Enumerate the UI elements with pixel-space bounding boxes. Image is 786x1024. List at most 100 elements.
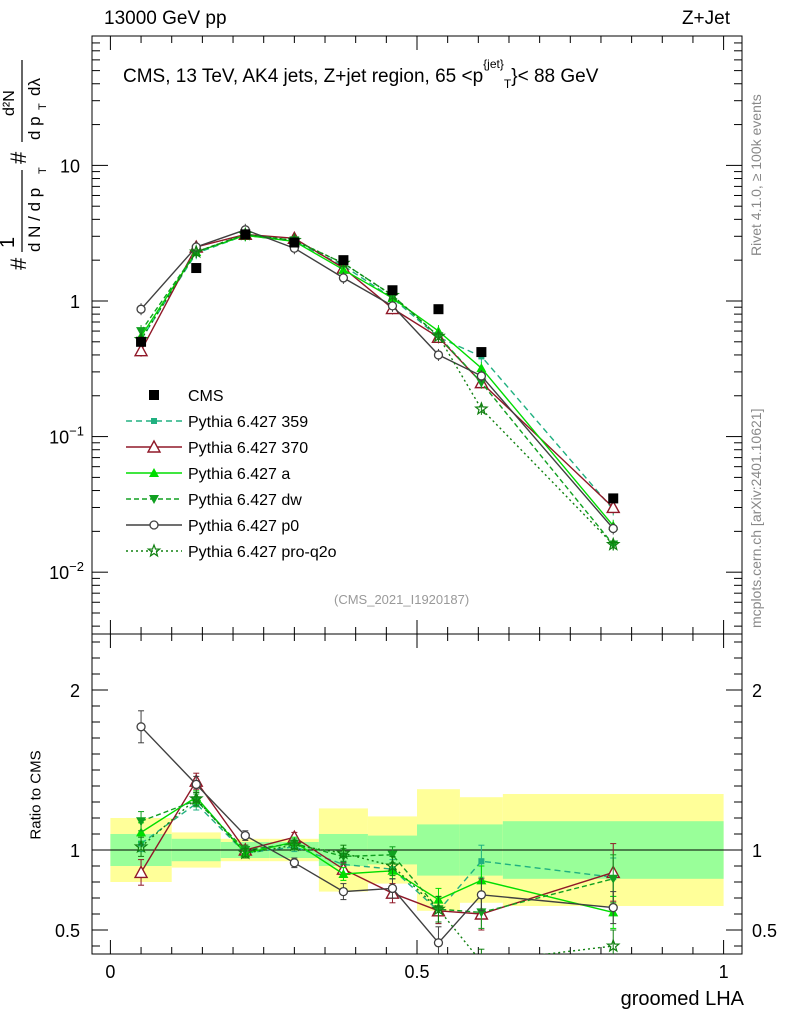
- point-cms: [289, 237, 300, 248]
- point-cms: [476, 347, 487, 358]
- point-pq2o: [431, 328, 446, 343]
- point-cms: [191, 263, 202, 274]
- point-pp0: [608, 523, 618, 534]
- legend-label-p370: Pythia 6.427 370: [188, 440, 308, 457]
- ratio-point-pa: [338, 869, 349, 878]
- series-line-pq2o: [140, 233, 614, 545]
- ratio-point-p370: [133, 864, 149, 879]
- analysis-watermark: (CMS_2021_I1920187): [334, 592, 470, 607]
- x-axis-label: groomed LHA: [620, 988, 744, 1010]
- legend-marker-cms: [149, 390, 159, 400]
- ratio-point-pp0: [191, 779, 201, 790]
- ratio-y-tick-label-right: 1: [752, 841, 762, 861]
- header-process: 13000 GeV pp: [104, 8, 227, 29]
- ratio-point-pp0: [433, 938, 444, 948]
- ratio-y-tick-label: 0.5: [55, 921, 80, 941]
- y-tick-label: 10−2: [49, 559, 84, 583]
- ratio-point-p359: [478, 858, 485, 865]
- ratio-point-pp0: [476, 890, 487, 900]
- point-pp0: [433, 350, 444, 360]
- legend-marker-pa: [149, 468, 159, 477]
- legend-label-pdw: Pythia 6.427 dw: [188, 492, 302, 509]
- legend-marker-p359: [151, 418, 157, 424]
- point-cms: [136, 336, 147, 347]
- point-pp0: [338, 273, 349, 283]
- point-p370: [133, 343, 149, 357]
- point-pp0: [387, 301, 398, 311]
- ratio-point-pdw: [136, 817, 147, 827]
- legend-label-pp0: Pythia 6.427 p0: [188, 518, 299, 535]
- y-label-dpt: d p: [25, 116, 44, 140]
- y-label-d2n: d²N: [1, 90, 18, 116]
- chart-title-main: CMS, 13 TeV, AK4 jets, Z+jet region, 65 …: [123, 66, 484, 87]
- point-pp0: [136, 304, 146, 314]
- y-label-one: 1: [0, 237, 19, 248]
- ratio-point-pq2o: [287, 837, 302, 852]
- point-cms: [608, 493, 619, 504]
- x-tick-label: 0: [105, 962, 115, 982]
- point-pp0: [476, 371, 487, 381]
- y-tick-label: 10−1: [49, 424, 84, 448]
- rivet-version-label: Rivet 4.1.0, ≥ 100k events: [748, 94, 764, 256]
- chart-title-subscript: T: [503, 77, 512, 91]
- legend-marker-pp0: [149, 520, 159, 530]
- ratio-point-pq2o: [385, 858, 400, 873]
- ratio-point-pdw: [387, 850, 398, 860]
- ratio-point-pq2o: [133, 839, 149, 854]
- ratio-y-tick-label-right: 2: [752, 681, 762, 701]
- y-label-hash: #: [6, 257, 31, 270]
- y-axis-label: #1 d N / d p T # d²N d p Tdλ: [0, 60, 49, 270]
- legend-marker-pdw: [149, 495, 159, 504]
- ratio-point-pp0: [136, 722, 146, 732]
- y-label-hash-2: #: [6, 151, 31, 164]
- legend-label-cms: CMS: [188, 388, 224, 405]
- legend-marker-pq2o: [146, 543, 162, 558]
- ratio-point-pq2o: [605, 938, 621, 953]
- point-cms: [338, 255, 349, 266]
- point-cms: [240, 229, 251, 240]
- ratio-y-axis-label: Ratio to CMS: [27, 750, 45, 840]
- legend-label-pq2o: Pythia 6.427 pro-q2o: [188, 544, 337, 561]
- chart-title-range: }< 88 GeV: [511, 66, 599, 87]
- ratio-point-pq2o: [336, 845, 351, 860]
- ratio-line-p359: [140, 802, 614, 912]
- ratio-y-tick-label-right: 0.5: [752, 921, 777, 941]
- y-label-sub-t-2: T: [37, 103, 49, 110]
- y-label-sub-t: T: [37, 167, 49, 174]
- mcplots-label: mcplots.cern.ch [arXiv:2401.10621]: [748, 408, 764, 628]
- point-pa: [338, 264, 349, 274]
- series-line-pp0: [140, 229, 614, 529]
- point-pq2o: [605, 536, 621, 551]
- point-pq2o: [188, 244, 204, 259]
- ratio-point-pq2o: [431, 901, 446, 916]
- chart-title-superscript: {jet}: [483, 57, 504, 71]
- point-pdw: [476, 378, 487, 388]
- ratio-point-pa: [136, 827, 147, 837]
- ratio-point-pdw: [608, 874, 619, 884]
- x-tick-label: 0.5: [404, 962, 429, 982]
- ratio-point-pq2o: [476, 956, 487, 967]
- y-label-dlambda: dλ: [25, 78, 44, 96]
- legend-label-p359: Pythia 6.427 359: [188, 414, 308, 431]
- y-label-denominator: d N / d p: [25, 188, 44, 252]
- ratio-y-tick-label: 2: [70, 681, 80, 701]
- ratio-point-pp0: [608, 902, 618, 913]
- ratio-point-pq2o: [237, 845, 253, 860]
- legend-label-pa: Pythia 6.427 a: [188, 466, 290, 483]
- point-cms: [387, 285, 398, 296]
- point-pdw: [136, 327, 147, 337]
- header-analysis: Z+Jet: [681, 8, 730, 29]
- ratio-point-pp0: [387, 883, 398, 894]
- legend-marker-p370: [146, 439, 162, 453]
- point-pq2o: [474, 401, 489, 416]
- ratio-point-pp0: [338, 886, 349, 897]
- ratio-point-pq2o: [188, 791, 204, 806]
- y-tick-label: 10: [60, 156, 80, 176]
- chart-title: CMS, 13 TeV, AK4 jets, Z+jet region, 65 …: [123, 57, 599, 91]
- point-pa: [476, 363, 487, 373]
- ratio-point-pp0: [289, 858, 300, 868]
- y-tick-label: 1: [70, 292, 80, 312]
- ratio-point-pp0: [240, 830, 250, 841]
- ratio-y-tick-label: 1: [70, 841, 80, 861]
